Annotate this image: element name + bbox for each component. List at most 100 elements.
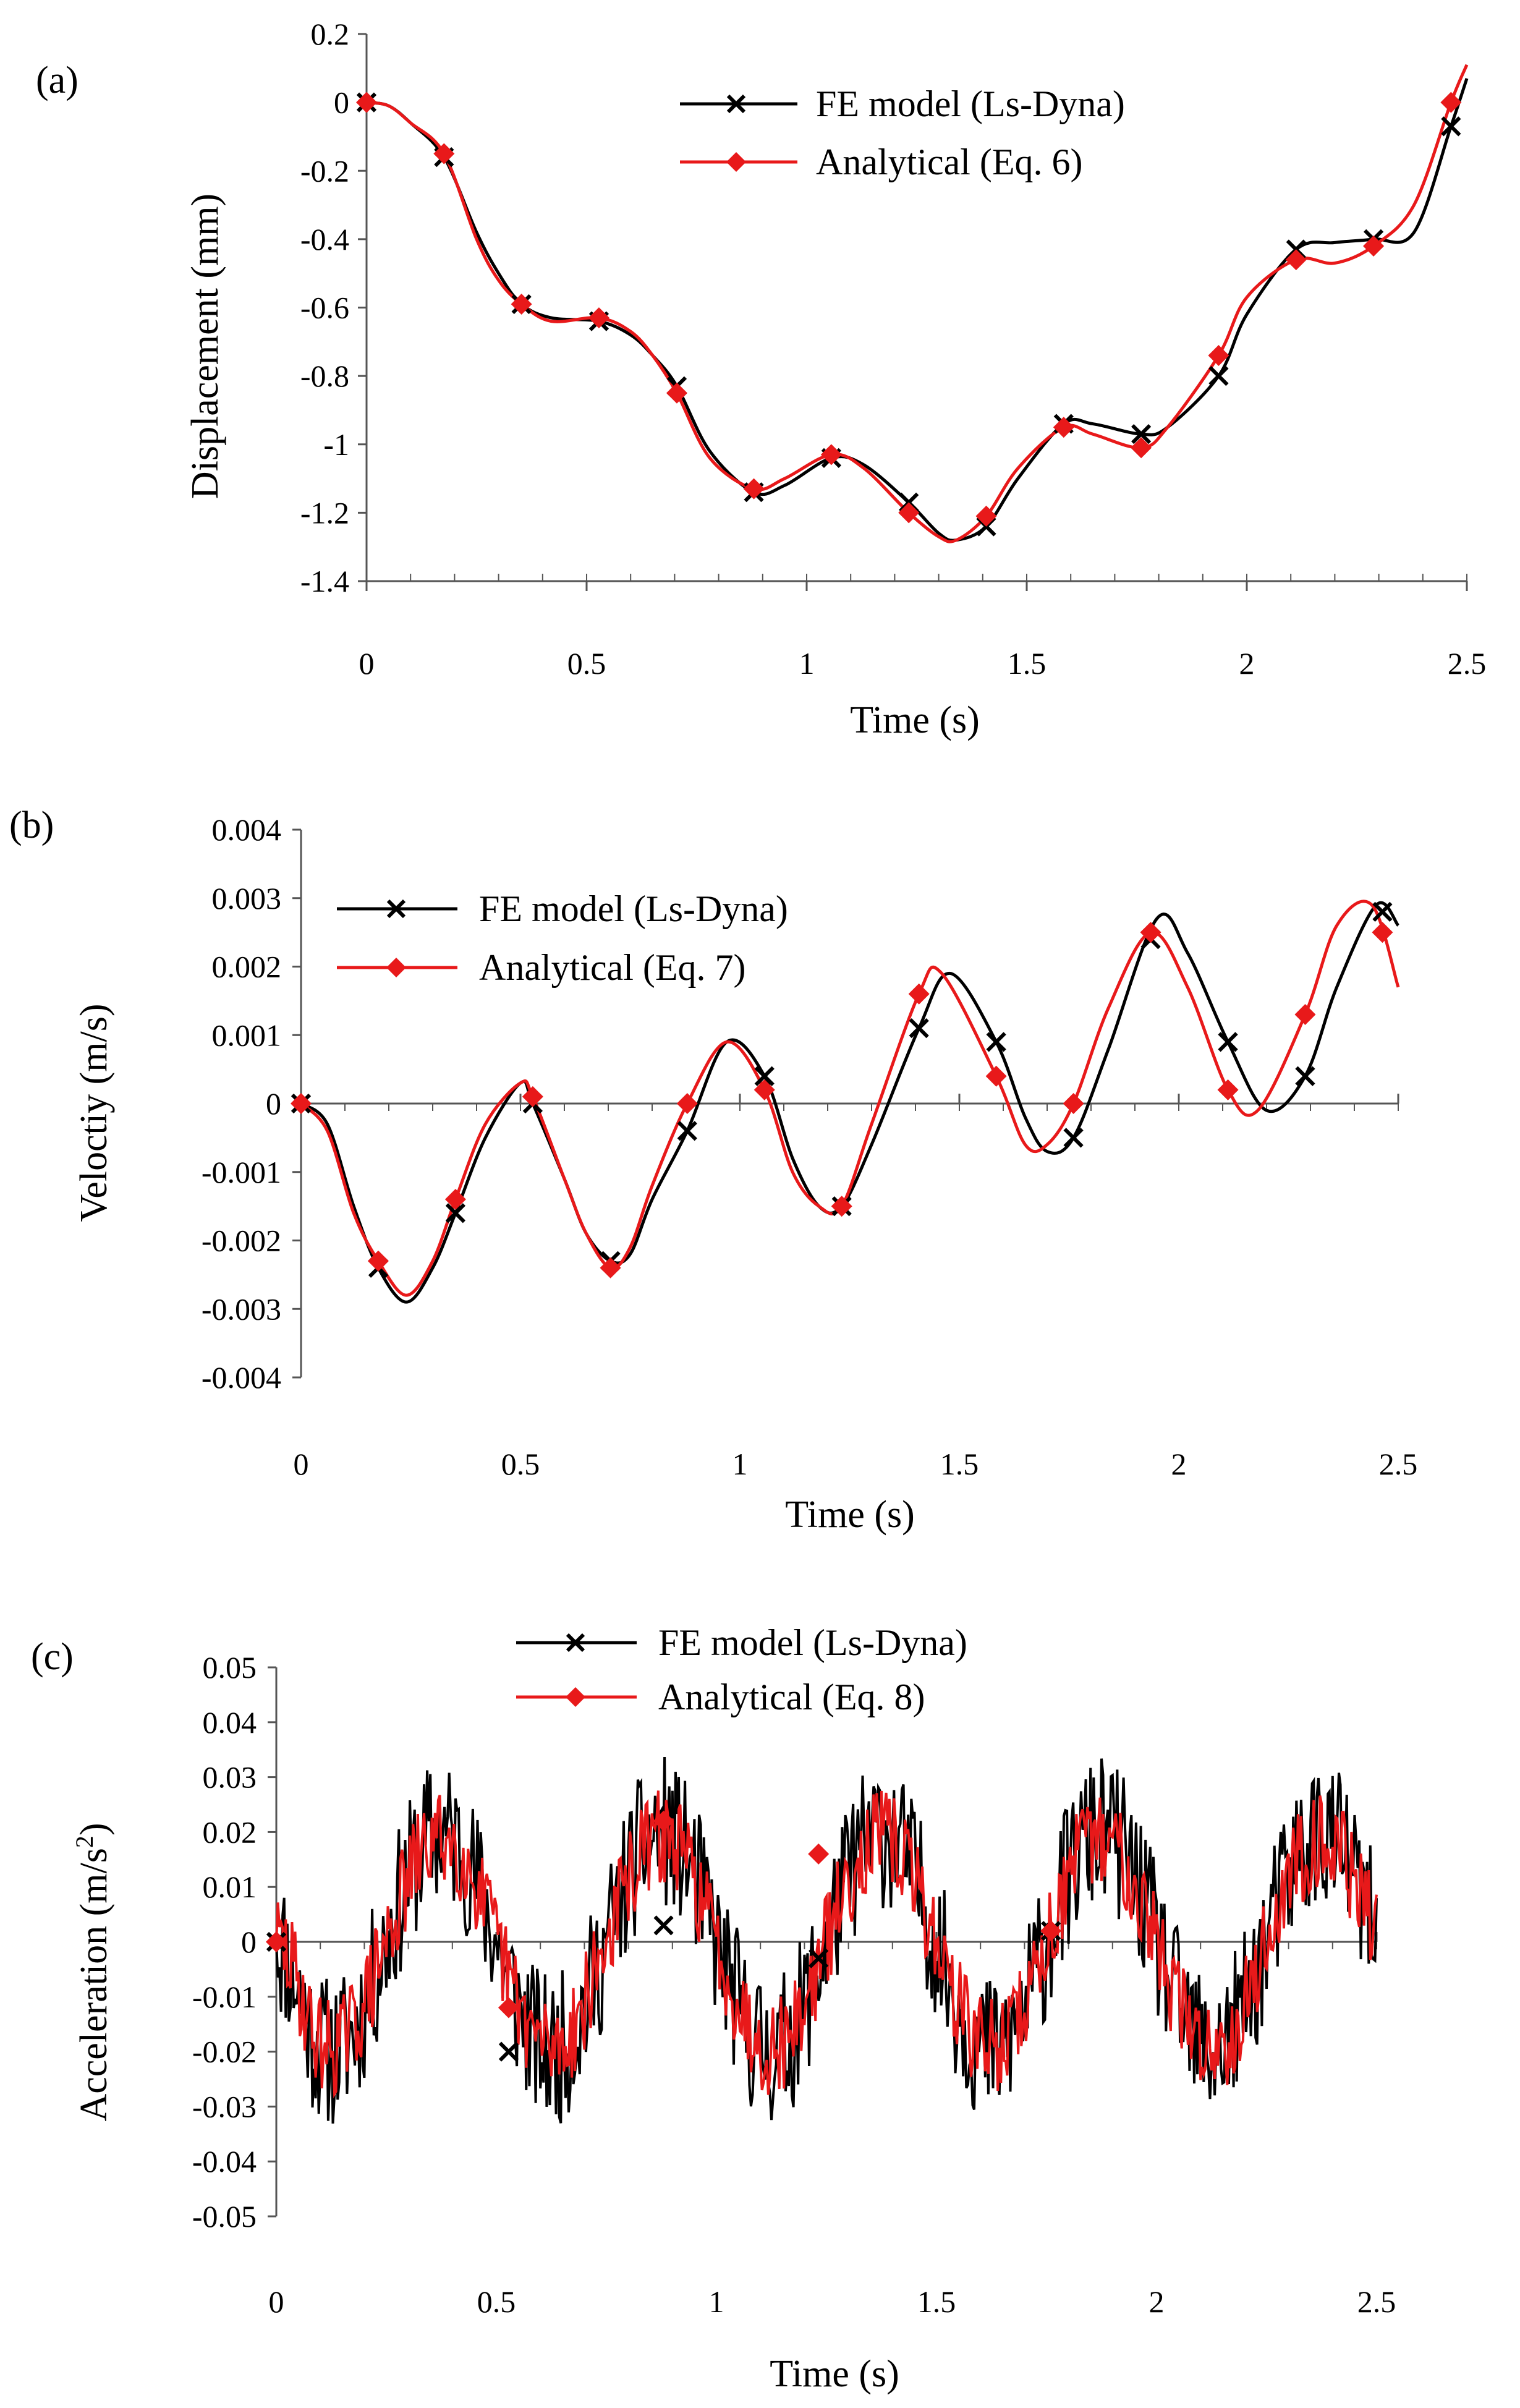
analytical-marker-b — [600, 1257, 621, 1278]
y-tick-label-a: -0.8 — [300, 359, 349, 393]
fe-marker-b — [1372, 901, 1393, 922]
y-tick-label-a: 0 — [334, 85, 349, 120]
analytical-marker-b — [1140, 922, 1161, 943]
x-tick-label-c: 0 — [269, 2284, 284, 2319]
y-axis-title-a: Displacement (mm) — [184, 194, 226, 499]
fe-marker-a — [1441, 116, 1461, 137]
analytical-marker-b — [908, 983, 930, 1005]
fe-marker-b — [445, 1203, 466, 1223]
analytical-marker-a — [820, 444, 842, 466]
y-axis-title-c: Acceleration (m/s2) — [70, 1823, 116, 2121]
analytical-marker-a — [433, 143, 455, 164]
analytical-marker-a — [1131, 437, 1152, 459]
legend-marker-fe-a — [726, 94, 746, 114]
x-tick-label-a: 2 — [1239, 646, 1255, 681]
y-axis-title-c-end: ) — [73, 1823, 115, 1836]
panel-b: (b) Veloctiy (m/s) Time (s) 0.0040.0030.… — [9, 804, 1417, 1536]
analytical-marker-c — [1040, 1920, 1062, 1942]
legend-marker-fe-c — [566, 1633, 585, 1653]
fe-marker-c-stroke-2 — [498, 2041, 519, 2062]
y-tick-label-b: -0.001 — [202, 1155, 281, 1189]
analytical-marker-a — [588, 307, 609, 329]
plot-area-b: 0.004 0.003 0.002 0.001 0 -0.001 -0.002 -0.003 -… — [202, 812, 1417, 1481]
x-tick-label-a: 0.5 — [567, 646, 606, 681]
y-tick-label-a: 0.2 — [311, 17, 350, 51]
fe-marker-b — [986, 1032, 1006, 1052]
analytical-marker-b — [985, 1065, 1007, 1087]
y-tick-label-c: 0.04 — [203, 1705, 257, 1740]
x-tick-label-b: 2 — [1171, 1447, 1187, 1481]
x-tick-label-a: 2.5 — [1448, 646, 1487, 681]
analytical-series-line-a — [366, 64, 1469, 543]
legend-marker-analytical-b — [386, 958, 406, 977]
y-tick-label-b: 0 — [266, 1086, 281, 1121]
x-tick-label-c: 1.5 — [917, 2284, 956, 2319]
analytical-marker-a — [1440, 91, 1462, 113]
x-tick-label-c: 2.5 — [1357, 2284, 1396, 2319]
analytical-marker-b — [676, 1093, 698, 1114]
fe-marker-b-stroke-2 — [677, 1121, 697, 1141]
x-tick-label-b: 0.5 — [501, 1447, 540, 1481]
y-tick-label-b: -0.002 — [202, 1223, 281, 1258]
y-tick-label-c: -0.02 — [192, 2035, 257, 2069]
x-tick-label-b: 0 — [294, 1447, 309, 1481]
legend-label-fe-b: FE model (Ls-Dyna) — [479, 888, 788, 929]
fe-marker-c — [653, 1915, 674, 1936]
legend-b: FE model (Ls-Dyna) Analytical (Eq. 7) — [337, 888, 788, 988]
fe-marker-a-stroke-2 — [1441, 116, 1461, 137]
panel-label-a: (a) — [36, 59, 79, 101]
analytical-marker-b — [444, 1189, 466, 1210]
fe-marker-c — [809, 1948, 829, 1968]
y-tick-label-b: -0.003 — [202, 1291, 281, 1326]
y-tick-label-b: 0.004 — [212, 812, 282, 847]
legend-c: FE model (Ls-Dyna) Analytical (Eq. 8) — [516, 1622, 967, 1717]
x-tick-label-a: 1.5 — [1008, 646, 1047, 681]
y-tick-label-b: -0.004 — [202, 1360, 281, 1395]
analytical-marker-b — [291, 1093, 312, 1114]
x-axis-title-b: Time (s) — [785, 1494, 915, 1536]
analytical-marker-b — [1063, 1093, 1084, 1114]
legend-marker-analytical-a — [726, 152, 746, 172]
analytical-marker-b — [831, 1196, 852, 1217]
y-tick-label-a: -1.4 — [300, 564, 349, 598]
x-tick-label-a: 1 — [799, 646, 815, 681]
analytical-marker-b — [522, 1086, 543, 1107]
x-axis-title-a: Time (s) — [850, 699, 980, 741]
fe-marker-b — [677, 1121, 697, 1141]
analytical-marker-c — [498, 1997, 519, 2019]
plot-area-a: 0.2 0 -0.2 -0.4 -0.6 -0.8 -1 -1.2 -1.4 0 0.5 1 1.5 2 2… — [300, 17, 1486, 681]
fe-marker-b — [909, 1018, 929, 1039]
fe-marker-b — [754, 1066, 775, 1086]
fe-marker-a — [1208, 366, 1229, 386]
fe-marker-a-stroke-2 — [1131, 424, 1152, 445]
y-tick-label-c: 0.05 — [203, 1650, 257, 1685]
fe-marker-a-stroke-2 — [1208, 366, 1229, 386]
analytical-marker-b — [1294, 1004, 1316, 1026]
analytical-series-line-c — [275, 1790, 1378, 2099]
y-tick-label-a: -0.2 — [300, 153, 349, 188]
legend-label-analytical-c: Analytical (Eq. 8) — [658, 1677, 925, 1717]
fe-marker-b-stroke-2 — [909, 1018, 929, 1039]
fe-marker-b-stroke-2 — [1063, 1128, 1084, 1148]
fe-marker-c-stroke-2 — [809, 1948, 829, 1968]
analytical-marker-a — [1285, 249, 1307, 271]
panel-label-b: (b) — [9, 804, 54, 846]
x-axis-title-c: Time (s) — [770, 2353, 899, 2395]
y-tick-label-a: -0.4 — [300, 222, 349, 257]
x-tick-label-b: 2.5 — [1379, 1447, 1418, 1481]
fe-marker-b — [1218, 1032, 1238, 1052]
y-tick-label-c: 0.03 — [203, 1760, 257, 1795]
y-tick-label-c: 0.02 — [203, 1815, 257, 1849]
y-tick-label-a: -0.6 — [300, 291, 349, 325]
analytical-marker-a — [743, 478, 765, 500]
analytical-marker-c — [808, 1843, 830, 1865]
legend-label-fe-a: FE model (Ls-Dyna) — [816, 83, 1125, 124]
y-axis-title-b: Veloctiy (m/s) — [73, 1004, 115, 1222]
y-tick-label-b: 0.002 — [212, 950, 282, 984]
legend-a: FE model (Ls-Dyna) Analytical (Eq. 6) — [680, 83, 1125, 182]
panel-label-c: (c) — [31, 1636, 74, 1678]
analytical-marker-a — [1208, 344, 1229, 366]
analytical-marker-b — [1372, 922, 1393, 943]
legend-label-analytical-a: Analytical (Eq. 6) — [816, 142, 1083, 182]
